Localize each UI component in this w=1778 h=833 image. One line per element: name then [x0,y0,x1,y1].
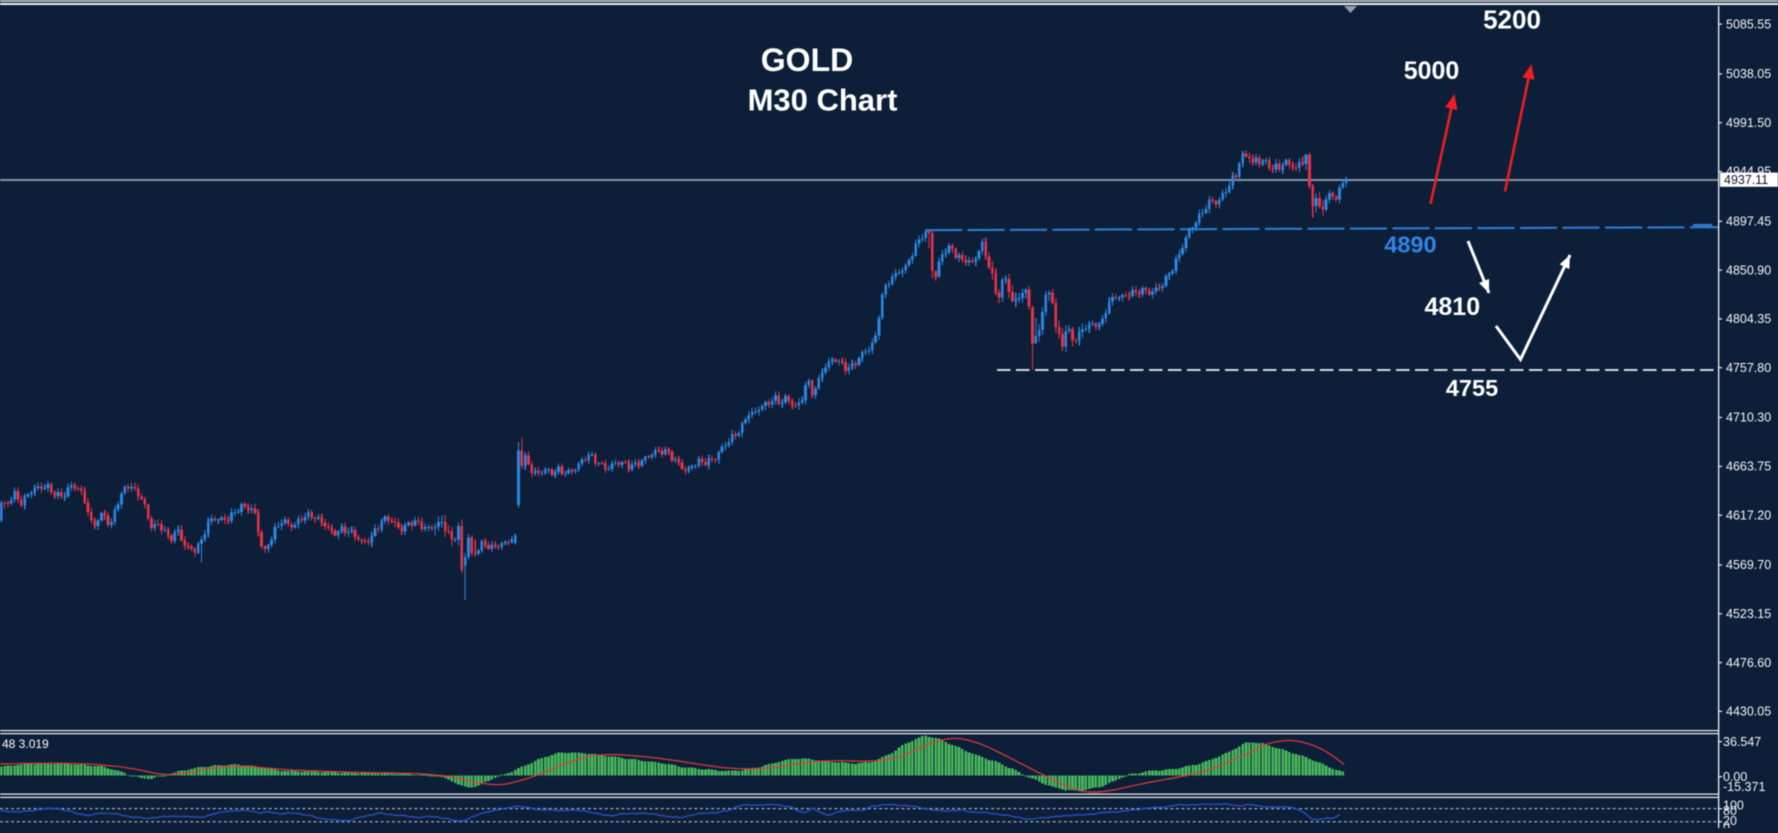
svg-text:4755: 4755 [1446,375,1498,401]
svg-text:5200: 5200 [1483,5,1541,35]
svg-text:100: 100 [1723,798,1744,812]
svg-text:4617.20: 4617.20 [1726,508,1771,522]
svg-text:M30 Chart: M30 Chart [748,83,898,118]
svg-text:0: 0 [1723,820,1730,828]
svg-text:GOLD: GOLD [761,42,853,78]
svg-text:80: 80 [1723,804,1737,818]
svg-text:4890: 4890 [1384,232,1436,258]
svg-text:4476.60: 4476.60 [1726,656,1771,670]
svg-text:4430.05: 4430.05 [1726,705,1771,719]
svg-text:48 3.019: 48 3.019 [2,737,49,751]
svg-text:4897.45: 4897.45 [1726,215,1771,229]
svg-text:4850.90: 4850.90 [1726,263,1771,277]
svg-text:4523.15: 4523.15 [1726,607,1771,621]
svg-text:4810: 4810 [1424,293,1480,321]
svg-text:4757.80: 4757.80 [1726,361,1771,375]
svg-text:5085.55: 5085.55 [1726,17,1771,31]
svg-text:5000: 5000 [1404,57,1460,85]
svg-text:20: 20 [1723,814,1737,828]
svg-text:36.547: 36.547 [1723,735,1761,749]
svg-text:4937.11: 4937.11 [1724,173,1768,187]
svg-text:-15.371: -15.371 [1723,780,1765,794]
svg-text:0.00: 0.00 [1723,770,1747,784]
svg-text:4663.75: 4663.75 [1726,460,1771,474]
svg-text:4991.50: 4991.50 [1726,116,1771,130]
svg-text:5038.05: 5038.05 [1726,67,1771,81]
svg-text:4569.70: 4569.70 [1726,558,1771,572]
svg-text:4804.35: 4804.35 [1726,312,1771,326]
svg-text:4710.30: 4710.30 [1726,411,1771,425]
